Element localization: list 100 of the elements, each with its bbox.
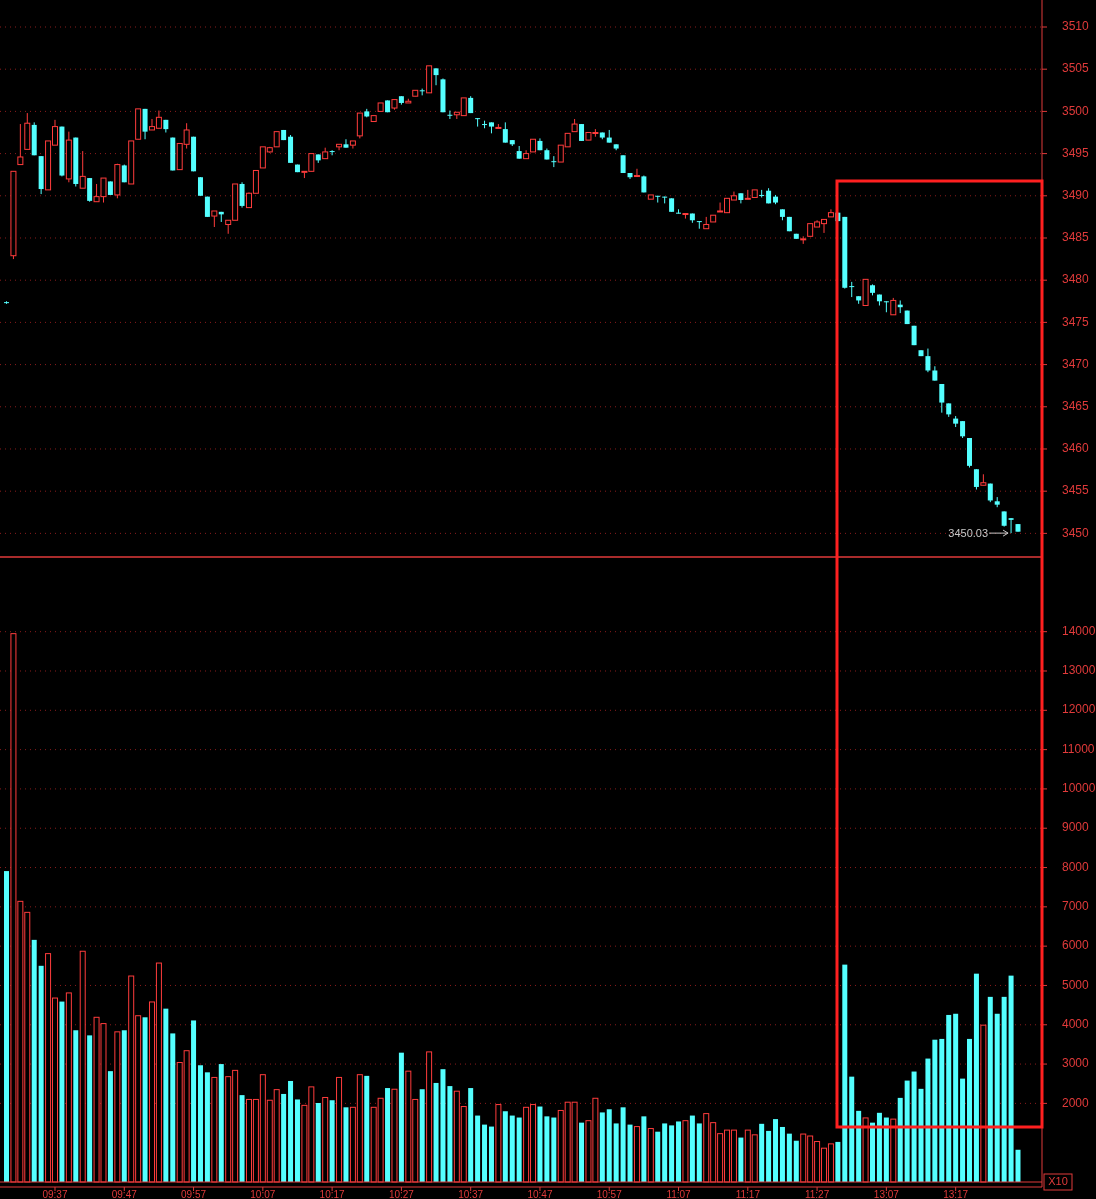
bar (281, 1093, 287, 1182)
candlestick (883, 300, 889, 313)
bar (773, 1119, 779, 1182)
bar (689, 1115, 695, 1182)
x-tick-label: 10:37 (458, 1189, 484, 1199)
bar (849, 1076, 855, 1182)
bar (946, 1014, 952, 1182)
bar (647, 1128, 654, 1183)
bar (897, 1097, 903, 1182)
bar (759, 1123, 765, 1182)
bar (336, 1076, 343, 1183)
bar (696, 1123, 702, 1182)
bar (620, 1107, 626, 1182)
bar (59, 1001, 65, 1183)
candlestick (447, 110, 453, 120)
bar (218, 1064, 224, 1182)
bar (835, 1141, 841, 1182)
bar (876, 1112, 882, 1182)
bar (426, 1051, 433, 1183)
y-tick-label: 5000 (1062, 977, 1090, 992)
y-tick-label: 8000 (1062, 859, 1090, 874)
y-tick-label: 7000 (1062, 899, 1090, 914)
bar (987, 996, 993, 1182)
x-tick-label: 13:07 (873, 1189, 900, 1199)
bar (738, 1137, 744, 1182)
bar (953, 1013, 959, 1182)
candlestick (239, 181, 245, 209)
candlestick (973, 468, 979, 490)
candlestick (676, 208, 682, 215)
bar (904, 1080, 910, 1182)
bar (87, 1035, 93, 1182)
candlestick (551, 155, 557, 168)
y-tick-label: 3470 (1062, 356, 1090, 371)
bar (38, 965, 44, 1182)
candlestick (475, 117, 481, 128)
y-tick-label: 13000 (1062, 663, 1096, 678)
bar (842, 964, 848, 1182)
y-tick-label: 11000 (1062, 741, 1095, 756)
bar (191, 1020, 197, 1182)
bar (4, 871, 9, 1182)
bar (682, 1120, 689, 1183)
bar (502, 1111, 508, 1182)
candlestick (17, 123, 24, 166)
bar (31, 939, 37, 1182)
bar (1001, 996, 1007, 1182)
bar (163, 1008, 169, 1182)
y-tick-label: 3450 (1062, 525, 1090, 540)
bar (170, 1033, 176, 1183)
bar (994, 1013, 1000, 1182)
bar (793, 1140, 799, 1182)
bar (932, 1039, 938, 1182)
bar (627, 1124, 633, 1182)
y-tick-label: 3500 (1062, 103, 1090, 118)
candlestick (502, 121, 508, 144)
bar (967, 1038, 972, 1182)
bar (73, 1030, 79, 1182)
bar (779, 1126, 785, 1182)
bar (482, 1124, 488, 1182)
y-tick-label: 14000 (1062, 623, 1096, 638)
y-tick-label: 3460 (1062, 441, 1090, 456)
candlestick (849, 281, 855, 298)
x-tick-label: 11:07 (666, 1189, 692, 1199)
bar (641, 1116, 647, 1182)
bar (114, 1031, 121, 1183)
candlestick (79, 150, 86, 189)
candlestick (633, 168, 640, 178)
bar (288, 1080, 294, 1182)
y-tick-label: 3475 (1062, 314, 1090, 329)
y-tick-label: 6000 (1062, 938, 1090, 953)
bar (579, 1122, 585, 1182)
candlestick (939, 383, 945, 414)
bar (980, 1024, 987, 1183)
candlestick (433, 67, 439, 86)
x-tick-label: 09:37 (42, 1189, 68, 1199)
y-tick-label: 10000 (1062, 781, 1096, 796)
bar (599, 1112, 605, 1182)
y-tick-label: 9000 (1062, 820, 1090, 835)
y-tick-label: 4000 (1062, 1016, 1090, 1031)
bar (329, 1100, 335, 1182)
bar (662, 1123, 668, 1182)
candlestick (1008, 517, 1014, 534)
y-tick-label: 3455 (1062, 483, 1090, 498)
y-tick-label: 3490 (1062, 187, 1090, 202)
bar (669, 1125, 675, 1182)
x-tick-label: 09:57 (181, 1189, 207, 1199)
bar (468, 1088, 474, 1182)
bar (870, 1122, 876, 1182)
candlestick (925, 348, 931, 373)
bar (294, 1099, 300, 1182)
bar (911, 1071, 917, 1182)
candlestick (142, 108, 148, 140)
bar (419, 1089, 425, 1182)
bar (960, 1078, 966, 1182)
y-axis-title: X10 (1048, 1174, 1068, 1187)
x-tick-label: 10:47 (527, 1189, 553, 1199)
candlestick (87, 177, 93, 203)
bar (551, 1117, 557, 1182)
bar (495, 1104, 502, 1183)
bar (1015, 1149, 1021, 1182)
y-tick-label: 3000 (1062, 1056, 1090, 1071)
